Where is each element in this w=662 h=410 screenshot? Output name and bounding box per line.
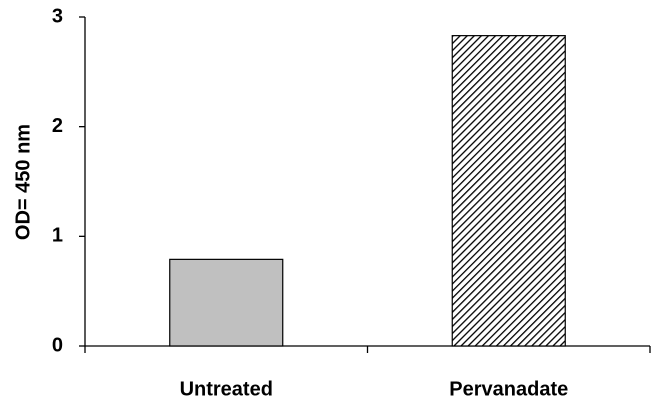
bar [169,258,284,347]
bar [451,35,566,347]
y-tick-label: 1 [52,225,63,247]
x-tick-label: Pervanadate [449,378,568,400]
y-tick-label: 0 [52,334,63,356]
x-tick-label: Untreated [180,378,273,400]
y-tick-label: 3 [52,5,63,27]
y-tick-label: 2 [52,115,63,137]
y-axis-label: OD= 450 nm [12,124,34,240]
